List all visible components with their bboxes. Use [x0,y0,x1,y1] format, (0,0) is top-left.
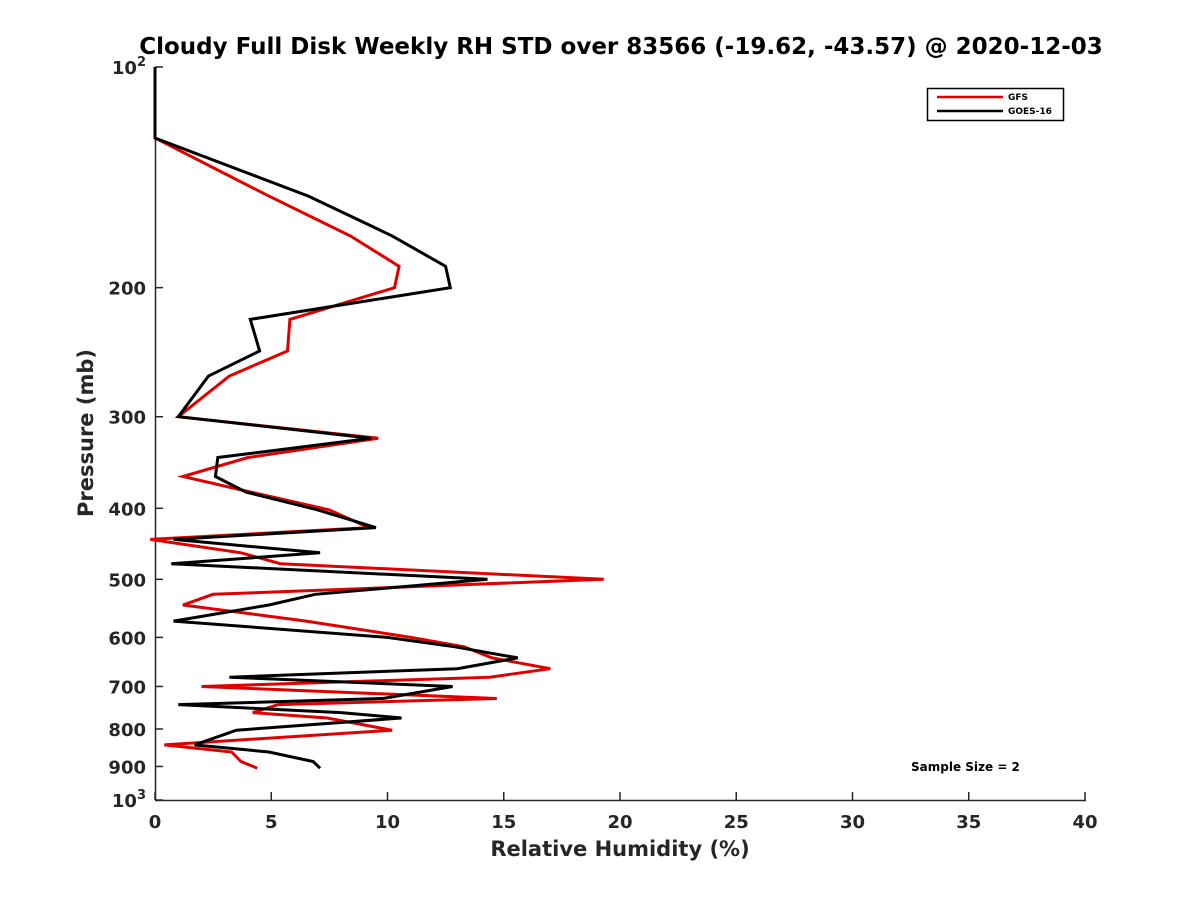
x-axis-ticks: 0 5 10 15 20 25 30 35 40 [149,792,1098,833]
x-tick-label: 25 [724,812,749,833]
legend-box [926,87,1065,122]
y-tick-label: 103 [112,788,146,812]
x-tick-label: 30 [840,812,865,833]
plot-axes [154,67,1086,802]
series-line-goes16 [153,67,518,770]
y-tick-label: 900 [108,757,146,778]
x-tick-label: 5 [265,812,278,833]
sample-size-annotation: Sample Size = 2 [911,760,1020,774]
y-tick-label: 500 [108,570,146,591]
x-tick-label: 15 [491,812,516,833]
x-axis-label: Relative Humidity (%) [490,837,749,861]
legend-label-gfs: GFS [1008,93,1028,103]
y-tick-label: 102 [112,55,146,79]
y-tick-label: 800 [108,720,146,741]
x-tick-label: 20 [607,812,632,833]
chart-title: Cloudy Full Disk Weekly RH STD over 8356… [139,34,1103,60]
y-axis-ticks: 102 200 300 400 500 600 700 800 900 103 [108,55,163,812]
y-tick-label: 200 [108,279,146,300]
series-layer [150,67,604,770]
series-line-gfs [150,67,604,770]
y-tick-label: 400 [108,499,146,520]
x-tick-label: 10 [375,812,400,833]
y-tick-label: 700 [108,677,146,698]
x-tick-label: 0 [149,812,162,833]
x-tick-label: 35 [956,812,981,833]
y-tick-label: 300 [108,408,146,429]
x-tick-label: 40 [1072,812,1097,833]
y-tick-label: 600 [108,628,146,649]
legend-label-goes16: GOES-16 [1008,107,1052,117]
legend: GFS GOES-16 [926,87,1065,122]
y-axis-label: Pressure (mb) [74,349,98,517]
